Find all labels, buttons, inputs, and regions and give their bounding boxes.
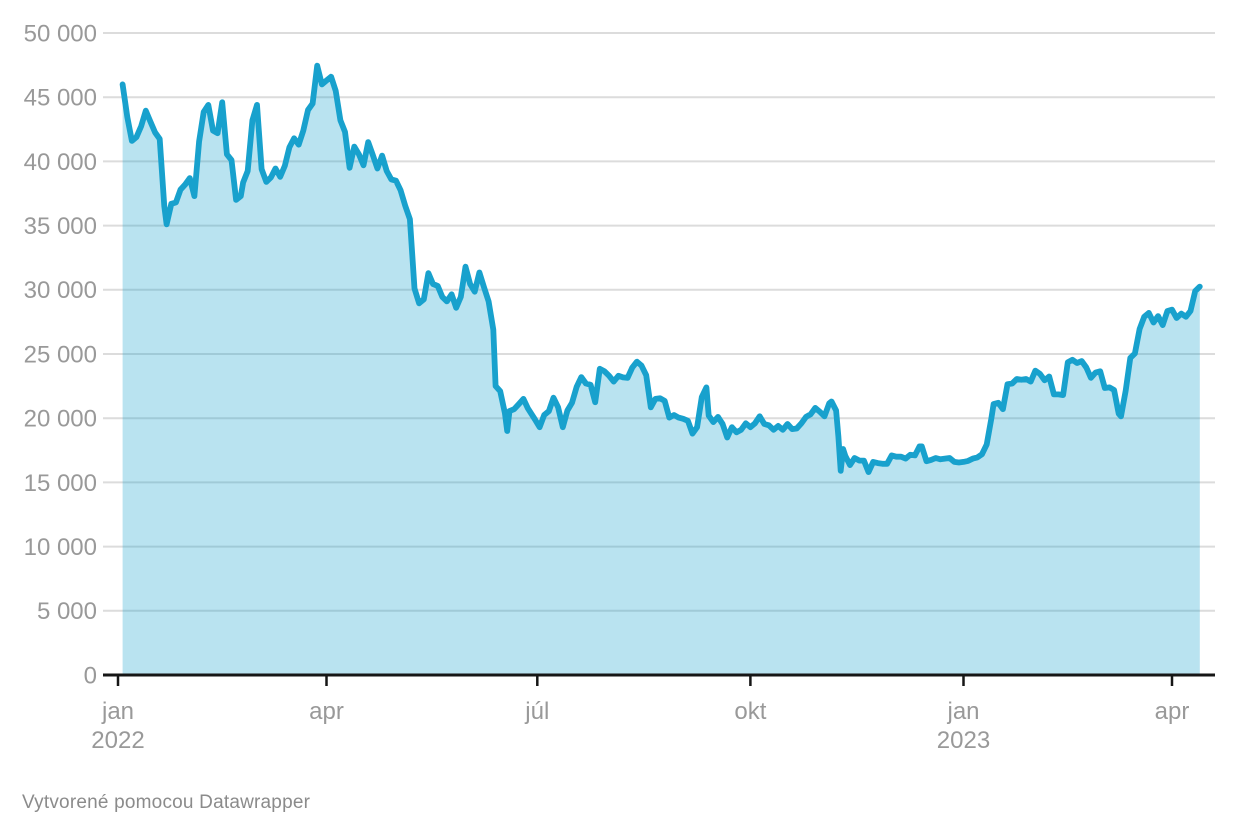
- attribution-text: Vytvorené pomocou Datawrapper: [22, 792, 311, 813]
- y-axis-tick-label: 40 000: [24, 149, 97, 176]
- y-axis-tick-label: 35 000: [24, 213, 97, 240]
- y-axis-tick-label: 45 000: [24, 85, 97, 112]
- y-axis-tick-label: 25 000: [24, 341, 97, 368]
- area-fill: [122, 65, 1200, 675]
- x-axis-year-label: 2023: [937, 727, 990, 754]
- y-axis-tick-label: 0: [84, 662, 97, 689]
- x-axis-tick-label: jan: [101, 698, 134, 725]
- data-line: [119, 62, 1203, 475]
- y-axis-tick-label: 5 000: [37, 598, 97, 625]
- x-axis-tick-label: apr: [1155, 698, 1190, 725]
- x-axis-tick-label: okt: [734, 698, 766, 725]
- y-axis-tick-label: 20 000: [24, 406, 97, 433]
- y-axis-tick-label: 15 000: [24, 470, 97, 497]
- area-chart: jan 2022 apr júl okt jan 2023 apr 0 5 000 10 000 15…: [24, 20, 1215, 754]
- x-axis-tick-label: júl: [524, 698, 549, 725]
- x-axis-tick-label: apr: [309, 698, 344, 725]
- attribution: Vytvorené pomocou Datawrapper: [22, 792, 310, 814]
- y-axis-tick-label: 30 000: [24, 277, 97, 304]
- y-axis-tick-label: 50 000: [24, 20, 97, 47]
- x-axis-year-label: 2022: [91, 727, 144, 754]
- y-axis-tick-label: 10 000: [24, 534, 97, 561]
- x-axis-tick-label: jan: [946, 698, 979, 725]
